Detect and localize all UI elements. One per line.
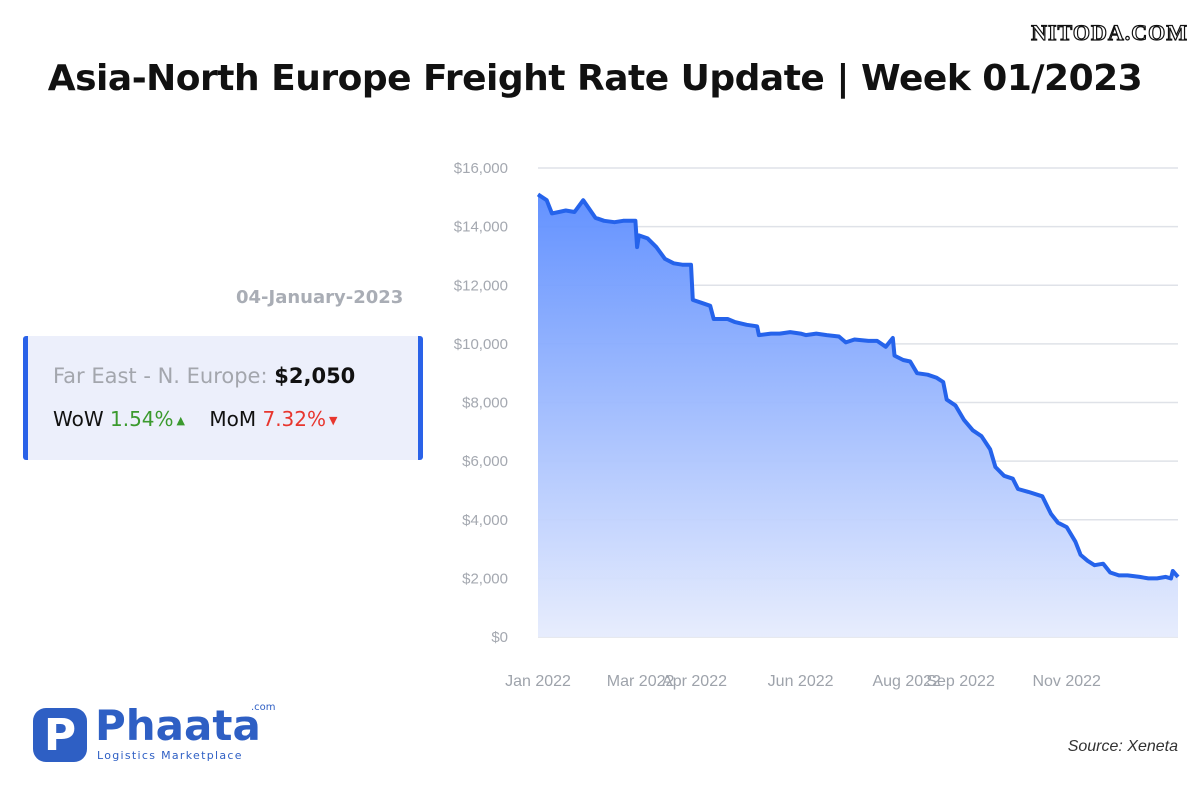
y-tick-label: $14,000 — [454, 219, 508, 236]
freight-rate-chart: $0 $2,000 $4,000 $6,000 $8,000 $10,000 $12,000… — [0, 0, 1200, 800]
phaata-logo: P Phaata .com Logistics Marketplace — [33, 705, 283, 765]
logo-name: Phaata — [95, 701, 261, 750]
y-tick-label: $0 — [491, 629, 508, 646]
logo-mark-letter: P — [33, 710, 87, 761]
y-tick-label: $10,000 — [454, 336, 508, 353]
y-tick-label: $2,000 — [462, 570, 508, 587]
y-tick-label: $16,000 — [454, 160, 508, 177]
y-axis: $0 $2,000 $4,000 $6,000 $8,000 $10,000 $12,000… — [454, 160, 508, 646]
x-tick-label: Nov 2022 — [1032, 673, 1101, 690]
logo-suffix: .com — [251, 702, 276, 713]
logo-mark: P — [33, 708, 87, 762]
y-tick-label: $8,000 — [462, 395, 508, 412]
source-note: Source: Xeneta — [1068, 738, 1178, 756]
y-tick-label: $6,000 — [462, 453, 508, 470]
x-tick-label: Jun 2022 — [768, 673, 834, 690]
y-tick-label: $12,000 — [454, 277, 508, 294]
y-tick-label: $4,000 — [462, 512, 508, 529]
x-tick-label: Apr 2022 — [662, 673, 727, 690]
x-tick-label: Jan 2022 — [505, 673, 571, 690]
rate-area — [538, 194, 1178, 637]
logo-tagline: Logistics Marketplace — [97, 749, 243, 762]
x-tick-label: Sep 2022 — [926, 673, 995, 690]
